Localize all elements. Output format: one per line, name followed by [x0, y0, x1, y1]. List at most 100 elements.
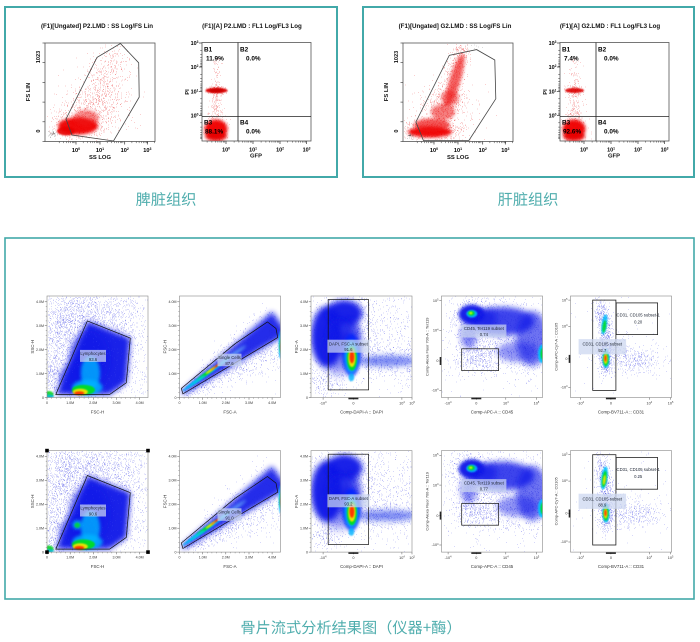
svg-text:0: 0 — [352, 402, 354, 406]
svg-text:4.0M: 4.0M — [169, 300, 177, 304]
svg-text:0.0%: 0.0% — [604, 56, 619, 63]
svg-text:3.0M: 3.0M — [113, 401, 121, 405]
svg-text:0: 0 — [610, 402, 612, 406]
svg-text:103: 103 — [303, 146, 311, 153]
svg-text:0: 0 — [436, 514, 438, 518]
svg-text:1023: 1023 — [36, 51, 42, 63]
svg-text:102: 102 — [634, 146, 642, 153]
svg-text:100: 100 — [222, 146, 230, 153]
svg-text:1.0M: 1.0M — [169, 527, 177, 531]
svg-text:GFP: GFP — [608, 154, 620, 160]
svg-text:105: 105 — [534, 556, 540, 560]
svg-text:1.0M: 1.0M — [169, 372, 177, 376]
svg-text:105: 105 — [562, 298, 568, 302]
svg-text:B1: B1 — [562, 47, 571, 54]
svg-text:0.25: 0.25 — [634, 474, 643, 479]
svg-text:0: 0 — [436, 359, 438, 363]
svg-text:2.0M: 2.0M — [222, 401, 230, 405]
svg-text:-104: -104 — [432, 543, 440, 547]
svg-text:105: 105 — [668, 401, 674, 405]
svg-text:0.74: 0.74 — [480, 332, 489, 337]
svg-text:0: 0 — [46, 401, 48, 405]
svg-text:104: 104 — [399, 401, 405, 405]
svg-text:Single Cells: Single Cells — [218, 355, 241, 360]
svg-text:104: 104 — [503, 556, 509, 560]
svg-text:0: 0 — [565, 357, 567, 361]
svg-text:FSC-A: FSC-A — [223, 410, 236, 415]
svg-text:Comp-APC-A :: CD45: Comp-APC-A :: CD45 — [471, 564, 514, 569]
svg-text:-104: -104 — [432, 388, 440, 392]
svg-text:3.0M: 3.0M — [245, 401, 253, 405]
svg-text:1.0M: 1.0M — [300, 527, 308, 531]
svg-text:FSC-A: FSC-A — [294, 495, 299, 508]
svg-text:-104: -104 — [561, 385, 569, 389]
svg-text:1.0M: 1.0M — [66, 556, 74, 560]
svg-text:1.0M: 1.0M — [36, 527, 44, 531]
svg-text:Lymphocytes: Lymphocytes — [80, 506, 105, 511]
svg-text:103: 103 — [143, 147, 151, 154]
svg-text:0: 0 — [394, 129, 400, 132]
svg-text:4.0M: 4.0M — [36, 300, 44, 304]
svg-text:2.0M: 2.0M — [300, 503, 308, 507]
svg-text:2.0M: 2.0M — [169, 503, 177, 507]
svg-text:2.0M: 2.0M — [169, 348, 177, 352]
svg-text:100: 100 — [72, 147, 80, 154]
svg-text:100: 100 — [580, 146, 588, 153]
svg-text:0: 0 — [42, 396, 44, 400]
svg-text:0: 0 — [475, 556, 477, 560]
svg-text:-104: -104 — [320, 401, 328, 405]
svg-text:103: 103 — [549, 40, 557, 47]
svg-text:2.0M: 2.0M — [36, 348, 44, 352]
svg-text:-104: -104 — [320, 556, 328, 560]
svg-text:88.9: 88.9 — [598, 502, 607, 507]
svg-text:100: 100 — [549, 113, 557, 120]
svg-text:104: 104 — [647, 556, 653, 560]
svg-text:104: 104 — [647, 401, 653, 405]
svg-text:(F1)[Ungated] P2.LMD : SS Log/: (F1)[Ungated] P2.LMD : SS Log/FS Lin — [41, 23, 153, 30]
svg-text:Comp-BV711-A :: CD31: Comp-BV711-A :: CD31 — [598, 410, 645, 415]
svg-text:104: 104 — [399, 556, 405, 560]
svg-text:105: 105 — [433, 453, 439, 457]
svg-text:102: 102 — [549, 64, 557, 71]
svg-text:1.0M: 1.0M — [300, 372, 308, 376]
svg-text:105: 105 — [409, 556, 415, 560]
svg-text:93.6: 93.6 — [89, 357, 98, 362]
svg-text:Comp-Alexa Fluor 700-A :: Ter1: Comp-Alexa Fluor 700-A :: Ter119 — [425, 318, 430, 376]
svg-text:105: 105 — [534, 401, 540, 405]
svg-text:(F1)[Ungated] G2.LMD : SS Log/: (F1)[Ungated] G2.LMD : SS Log/FS Lin — [399, 23, 512, 30]
svg-text:100: 100 — [430, 147, 438, 154]
svg-text:SS LOG: SS LOG — [447, 155, 469, 161]
svg-text:CD31, CD105 subset: CD31, CD105 subset — [583, 342, 623, 347]
svg-text:3.0M: 3.0M — [113, 556, 121, 560]
svg-text:(F1)[A] G2.LMD : FL1 Log/FL3 L: (F1)[A] G2.LMD : FL1 Log/FL3 Log — [560, 23, 661, 30]
svg-text:B3: B3 — [204, 120, 213, 127]
svg-text:105: 105 — [668, 556, 674, 560]
svg-text:102: 102 — [276, 146, 284, 153]
svg-text:3.0M: 3.0M — [300, 324, 308, 328]
svg-text:0: 0 — [36, 129, 42, 132]
svg-text:DAPI, FSC-A subset: DAPI, FSC-A subset — [329, 496, 369, 501]
svg-text:Comp-APC-A :: CD45: Comp-APC-A :: CD45 — [471, 410, 514, 415]
svg-text:103: 103 — [191, 40, 199, 47]
svg-text:Lymphocytes: Lymphocytes — [80, 351, 105, 356]
svg-text:SSC-H: SSC-H — [30, 495, 35, 509]
svg-text:4.0M: 4.0M — [268, 401, 276, 405]
svg-text:Comp-DAPI-A :: DAPI: Comp-DAPI-A :: DAPI — [340, 410, 383, 415]
svg-text:0: 0 — [175, 550, 177, 554]
svg-text:B2: B2 — [598, 47, 607, 54]
svg-text:3.0M: 3.0M — [169, 324, 177, 328]
svg-text:87.6: 87.6 — [225, 361, 234, 366]
svg-text:2.0M: 2.0M — [222, 556, 230, 560]
svg-text:92.6%: 92.6% — [563, 129, 581, 136]
svg-text:102: 102 — [479, 147, 487, 154]
svg-text:B1: B1 — [204, 47, 213, 54]
svg-text:2.0M: 2.0M — [300, 348, 308, 352]
svg-text:105: 105 — [562, 453, 568, 457]
svg-text:FSC-H: FSC-H — [91, 410, 104, 415]
svg-text:0.0%: 0.0% — [246, 56, 261, 63]
svg-text:0: 0 — [610, 556, 612, 560]
svg-text:105: 105 — [433, 299, 439, 303]
svg-text:0.0%: 0.0% — [246, 129, 261, 136]
svg-text:CD31, CD105 subset-1: CD31, CD105 subset-1 — [617, 467, 661, 472]
svg-text:102: 102 — [121, 147, 129, 154]
